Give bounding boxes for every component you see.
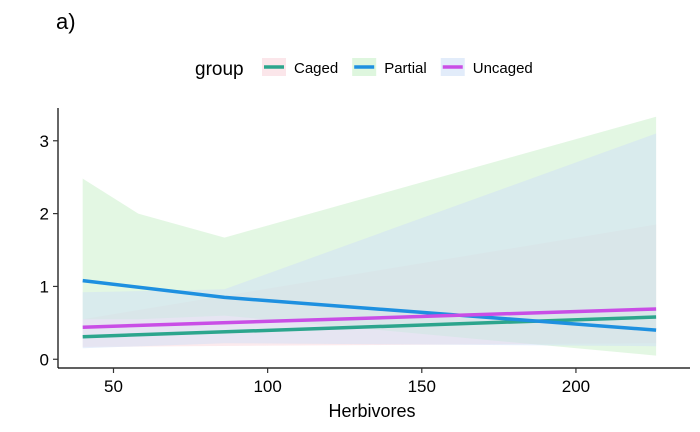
legend-label-partial: Partial [384, 60, 427, 77]
legend-key-caged [262, 58, 286, 76]
axes: 0 1 2 3 50 100 150 200 [40, 108, 690, 396]
x-tick-label-50: 50 [104, 377, 123, 396]
series-line-caged [82, 315, 657, 339]
x-axis-title: Herbivores [328, 401, 415, 421]
y-tick-label-1: 1 [40, 277, 49, 296]
legend: group Caged Partial Uncaged [195, 58, 533, 80]
series-lines [82, 278, 657, 339]
legend-title: group [195, 59, 244, 80]
legend-key-uncaged [440, 58, 465, 76]
series-line-partial [82, 278, 657, 332]
x-tick-label-100: 100 [253, 377, 281, 396]
ci-band-uncaged [82, 133, 657, 349]
y-tick-label-0: 0 [40, 350, 49, 369]
legend-key-partial [352, 58, 377, 76]
panel-label: a) [56, 9, 76, 34]
legend-label-uncaged: Uncaged [473, 60, 533, 77]
y-tick-label-2: 2 [40, 205, 49, 224]
series-line-uncaged [82, 307, 657, 329]
y-tick-label-3: 3 [40, 132, 49, 151]
x-tick-label-200: 200 [562, 377, 590, 396]
x-tick-label-150: 150 [408, 377, 436, 396]
legend-label-caged: Caged [294, 60, 338, 77]
